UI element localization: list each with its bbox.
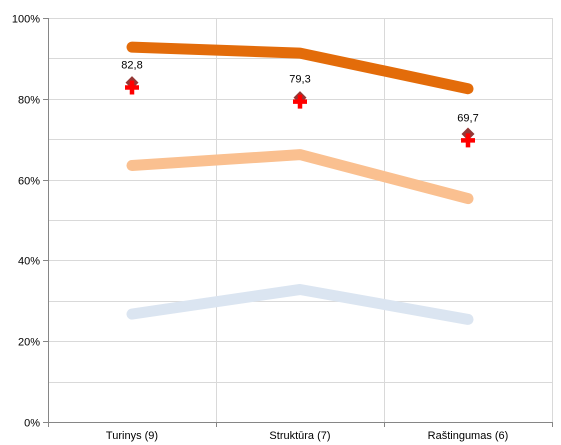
y-tick-label: 20% xyxy=(18,337,40,349)
series-line-3 xyxy=(126,284,474,325)
series xyxy=(126,41,474,325)
data-label: 82,8 xyxy=(121,59,142,71)
y-tick-label: 60% xyxy=(18,176,40,188)
data-label: 69,7 xyxy=(457,112,478,124)
series-line-1 xyxy=(126,41,474,95)
y-tick-label: 40% xyxy=(18,256,40,268)
series-line-2 xyxy=(126,149,474,205)
markers xyxy=(125,76,475,148)
grid xyxy=(48,18,553,422)
cross-marker xyxy=(293,94,307,109)
cross-marker xyxy=(461,133,475,148)
x-tick-label: Raštingumas (6) xyxy=(428,430,509,442)
labels: 0% 20% 40% 60% 80% 100% Turinys (9) Struktūra (… xyxy=(12,14,508,443)
y-tick-label: 0% xyxy=(24,418,40,430)
y-tick-label: 100% xyxy=(12,14,40,26)
x-tick-label: Turinys (9) xyxy=(106,430,158,442)
cross-marker xyxy=(125,80,139,95)
x-tick-label: Struktūra (7) xyxy=(269,430,330,442)
y-tick-label: 80% xyxy=(18,95,40,107)
axes xyxy=(43,18,553,427)
data-label: 79,3 xyxy=(289,74,310,86)
